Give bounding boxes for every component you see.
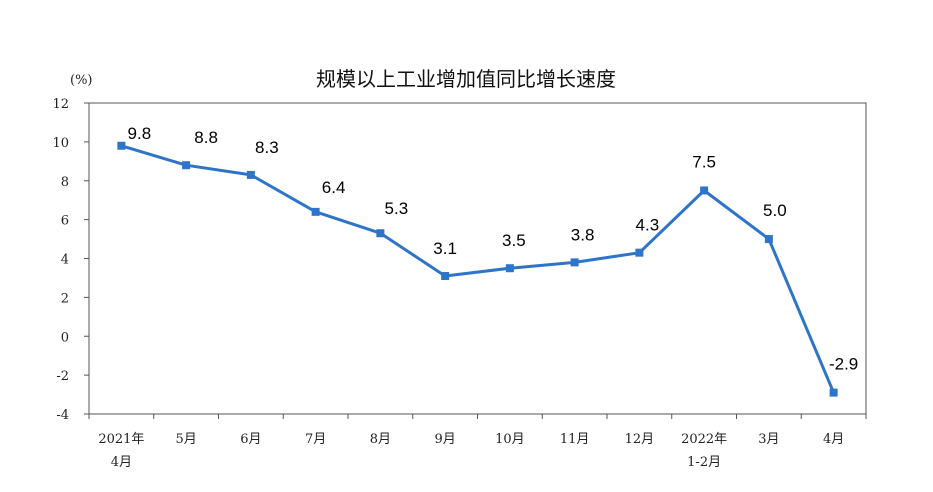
data-point [117, 141, 126, 150]
data-label: 3.1 [433, 239, 457, 258]
data-point [441, 271, 450, 280]
data-label: 9.8 [128, 124, 152, 143]
y-tick-label: 6 [61, 214, 69, 229]
data-point [829, 388, 838, 397]
x-axis: 2021年 4月 5月 6月 7月 8月 9月 10月 11月 12月 2022年 1-2月 3月 4月 [88, 414, 867, 470]
data-points [117, 141, 838, 397]
x-tick-label: 2021年 [98, 432, 144, 447]
x-tick-label: 3月 [758, 432, 779, 447]
data-point [635, 248, 644, 257]
data-point [182, 161, 191, 170]
x-tick-label: 2022年 [681, 432, 727, 447]
y-tick-label: 0 [61, 330, 69, 345]
data-label: 3.8 [571, 225, 595, 244]
y-tick-label: 10 [52, 136, 69, 151]
y-unit-label: (%) [70, 73, 93, 88]
data-label: -2.9 [829, 355, 858, 374]
y-tick-label: -4 [56, 408, 69, 423]
chart-title: 规模以上工业增加值同比增长速度 [316, 67, 616, 91]
y-tick-label: -2 [56, 369, 69, 384]
data-point [505, 264, 514, 273]
series-line [120, 144, 835, 394]
data-label: 3.5 [502, 231, 526, 250]
y-axis: 12 10 8 6 4 2 0 -2 -4 [52, 97, 89, 423]
plot-frame [88, 102, 867, 415]
data-label: 7.5 [692, 152, 716, 171]
data-label: 5.3 [385, 199, 409, 218]
x-tick-label: 8月 [370, 432, 391, 447]
data-point [570, 258, 579, 267]
y-tick-label: 8 [61, 175, 69, 190]
x-tick-label: 12月 [625, 432, 655, 447]
y-tick-label: 12 [52, 97, 69, 112]
x-tick-label: 4月 [111, 455, 132, 470]
data-label: 5.0 [763, 201, 787, 220]
data-label: 4.3 [636, 216, 660, 235]
data-label: 8.8 [194, 128, 218, 147]
y-tick-label: 4 [61, 253, 69, 268]
data-point [376, 229, 385, 238]
x-tick-label: 6月 [240, 432, 261, 447]
x-tick-label: 4月 [823, 432, 844, 447]
x-tick-label: 9月 [434, 432, 455, 447]
data-label: 6.4 [322, 178, 346, 197]
x-tick-label: 11月 [560, 432, 590, 447]
data-label: 8.3 [255, 138, 279, 157]
data-point [764, 235, 773, 244]
data-labels: 9.8 8.8 8.3 6.4 5.3 3.1 3.5 3.8 4.3 7.5 5.0 -2.9 [128, 124, 859, 374]
data-point [246, 170, 255, 179]
y-tick-label: 2 [61, 291, 69, 306]
x-tick-label: 1-2月 [687, 455, 721, 470]
x-tick-label: 10月 [495, 432, 525, 447]
x-tick-label: 5月 [175, 432, 196, 447]
data-point [700, 186, 709, 195]
x-tick-label: 7月 [305, 432, 326, 447]
data-point [311, 207, 320, 216]
